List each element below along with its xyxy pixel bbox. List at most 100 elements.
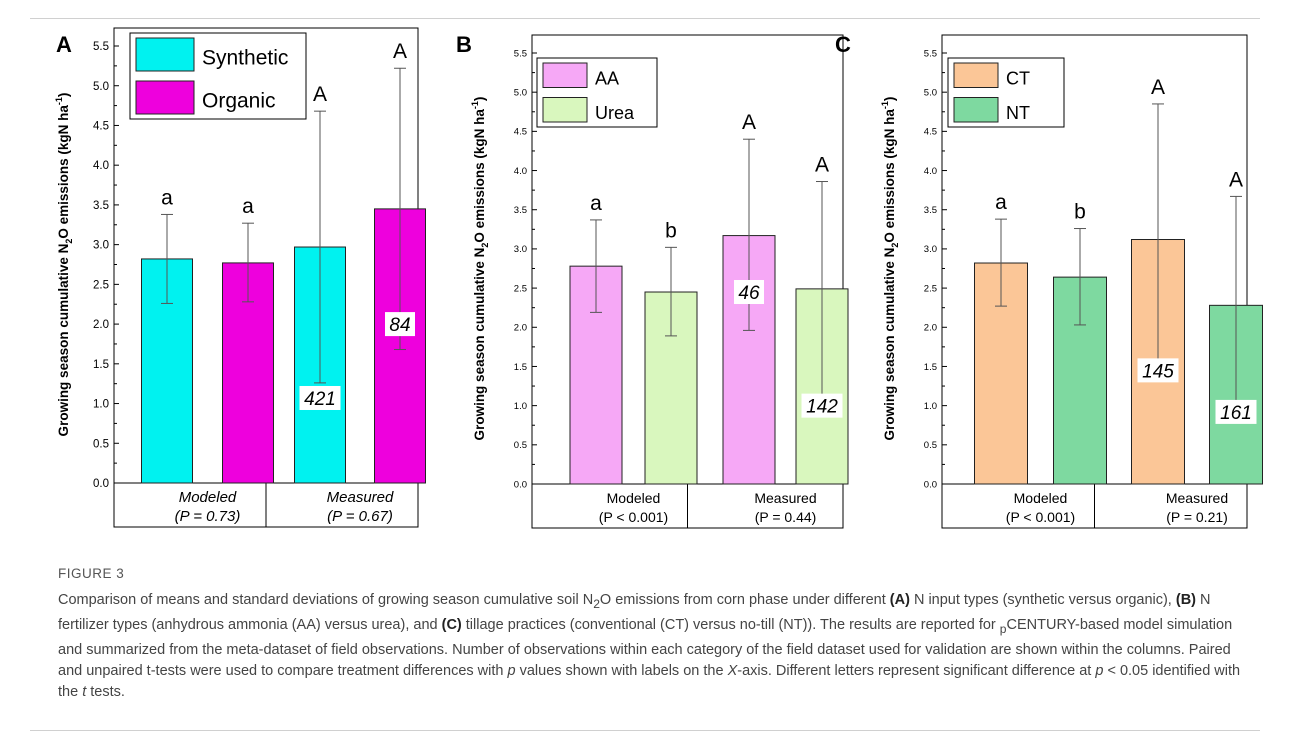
category-label: Measured — [327, 489, 394, 506]
caption-sub: 2 — [593, 596, 600, 611]
y-tick-label: 1.5 — [924, 362, 937, 373]
caption-part: CENTURY-based model simulation and summa… — [58, 616, 1233, 679]
count-box — [385, 312, 415, 337]
y-tick-label: 3.0 — [924, 244, 937, 255]
y-tick-label: 3.5 — [924, 205, 937, 216]
y-tick-label: 2.0 — [924, 323, 937, 334]
count-label: 84 — [389, 315, 410, 336]
category-pvalue: (P = 0.73) — [175, 508, 241, 525]
significance-letter: b — [665, 219, 677, 242]
category-label: Measured — [754, 490, 816, 506]
y-tick-label: 5.5 — [93, 41, 109, 53]
y-axis-label-part: -1 — [470, 101, 480, 109]
y-axis-label: Growing season cumulative N2O emissions … — [54, 93, 74, 437]
y-tick-label: 5.0 — [514, 88, 527, 99]
category-pvalue: (P = 0.21) — [1166, 509, 1228, 525]
y-tick-label: 0.5 — [93, 438, 109, 450]
y-axis-label: Growing season cumulative N2O emissions … — [880, 97, 900, 441]
y-axis-label-part: ) — [472, 97, 487, 102]
count-box — [1215, 399, 1257, 424]
caption-panel-ref: (C) — [441, 616, 462, 633]
significance-letter: A — [1151, 76, 1165, 99]
count-label: 161 — [1220, 403, 1252, 424]
legend-label: Urea — [595, 103, 635, 123]
figure-caption: FIGURE 3 Comparison of means and standar… — [58, 563, 1258, 703]
count-label: 142 — [806, 397, 838, 418]
y-tick-label: 1.0 — [514, 401, 527, 412]
significance-letter: A — [393, 40, 407, 63]
y-tick-label: 1.0 — [93, 399, 109, 411]
caption-part: O emissions from corn phase under differ… — [599, 592, 890, 608]
y-tick-label: 3.5 — [514, 205, 527, 216]
significance-letter: a — [161, 186, 173, 209]
caption-part: < 0.05 identified with the — [58, 662, 1241, 700]
caption-part: N input types (synthetic versus organic)… — [909, 592, 1176, 608]
count-box — [1137, 358, 1179, 383]
category-pvalue: (P < 0.001) — [1006, 509, 1075, 525]
category-pvalue: (P = 0.44) — [755, 509, 817, 525]
y-tick-label: 2.0 — [514, 323, 527, 334]
y-tick-label: 3.0 — [514, 244, 527, 255]
legend-label: CT — [1006, 68, 1030, 88]
caption-part: Comparison of means and standard deviati… — [58, 592, 594, 608]
category-label: Measured — [1166, 490, 1228, 506]
y-axis-label-part: 2 — [480, 243, 490, 248]
y-axis-label-part: -1 — [54, 97, 64, 105]
panel-letter: C — [835, 32, 851, 57]
count-label: 46 — [738, 283, 760, 304]
caption-italic: t — [82, 683, 87, 700]
count-label: 421 — [304, 389, 336, 410]
y-tick-label: 0.0 — [514, 479, 527, 490]
category-label: Modeled — [1014, 490, 1068, 506]
significance-letter: a — [995, 191, 1007, 214]
y-tick-label: 3.5 — [93, 200, 109, 212]
y-tick-label: 1.5 — [93, 359, 109, 371]
y-tick-label: 0.5 — [924, 440, 937, 451]
legend-label: AA — [595, 68, 619, 88]
y-tick-label: 5.0 — [924, 88, 937, 99]
legend-swatch — [953, 97, 999, 123]
count-box — [801, 393, 843, 418]
y-axis-label-part: 2 — [64, 239, 74, 244]
y-axis-label: Growing season cumulative N2O emissions … — [470, 97, 490, 441]
significance-letter: A — [742, 111, 756, 134]
y-tick-label: 4.0 — [514, 166, 527, 177]
y-tick-label: 4.0 — [924, 166, 937, 177]
y-axis-label-part: Growing season cumulative N — [472, 248, 487, 441]
caption-panel-ref: (B) — [1175, 592, 1197, 608]
y-tick-label: 2.0 — [93, 319, 109, 331]
y-tick-label: 4.5 — [93, 120, 109, 132]
caption-part: values shown with labels on the — [515, 662, 728, 679]
y-axis-label-part: -1 — [880, 101, 890, 109]
caption-italic: X — [727, 662, 738, 679]
y-tick-label: 1.0 — [924, 401, 937, 412]
y-axis-label-part: Growing season cumulative N — [56, 244, 71, 437]
count-box — [734, 280, 764, 305]
count-label: 145 — [1142, 361, 1174, 382]
y-axis-label-part: O emissions (kgN ha — [882, 109, 897, 243]
caption-part: tests. — [86, 683, 125, 700]
y-tick-label: 0.0 — [924, 479, 937, 490]
bottom-divider — [30, 730, 1260, 731]
caption-part: tillage practices (conventional (CT) ver… — [461, 616, 1000, 633]
caption-part: N fertilizer types (anhydrous ammonia (A… — [58, 592, 1211, 633]
y-axis-label-part: 2 — [890, 243, 900, 248]
y-tick-label: 4.0 — [93, 160, 109, 172]
y-tick-label: 2.5 — [93, 279, 109, 291]
y-axis-label-part: ) — [882, 97, 897, 102]
caption-panel-ref: (A) — [889, 592, 910, 608]
y-tick-label: 4.5 — [924, 127, 937, 138]
y-tick-label: 0.0 — [93, 478, 109, 490]
y-tick-label: 2.5 — [924, 283, 937, 294]
legend-swatch — [135, 80, 195, 115]
category-label: Modeled — [607, 490, 661, 506]
caption-text: Comparison of means and standard deviati… — [58, 590, 1258, 703]
legend-swatch — [542, 97, 588, 123]
legend-label: Synthetic — [202, 47, 288, 70]
legend-label: Organic — [202, 90, 276, 113]
significance-letter: A — [1229, 168, 1243, 191]
y-tick-label: 2.5 — [514, 283, 527, 294]
y-axis-label-part: O emissions (kgN ha — [56, 105, 71, 239]
significance-letter: a — [242, 195, 254, 218]
y-tick-label: 5.5 — [924, 48, 937, 59]
